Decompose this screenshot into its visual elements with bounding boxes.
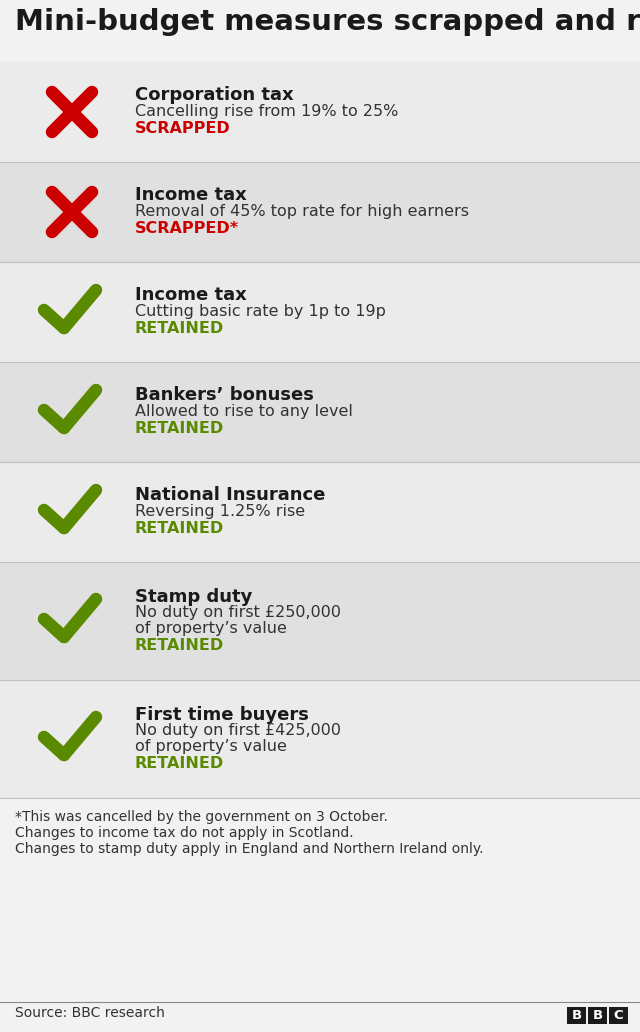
Bar xyxy=(0,362,640,462)
Text: Cancelling rise from 19% to 25%: Cancelling rise from 19% to 25% xyxy=(135,104,398,119)
Text: SCRAPPED*: SCRAPPED* xyxy=(135,221,239,236)
Text: SCRAPPED: SCRAPPED xyxy=(135,121,231,136)
Bar xyxy=(0,798,640,1032)
Text: C: C xyxy=(614,1009,623,1022)
Text: Bankers’ bonuses: Bankers’ bonuses xyxy=(135,386,314,404)
Text: RETAINED: RETAINED xyxy=(135,755,224,771)
Bar xyxy=(0,562,640,680)
Text: of property’s value: of property’s value xyxy=(135,620,287,636)
Bar xyxy=(0,162,640,262)
Bar xyxy=(0,462,640,562)
FancyBboxPatch shape xyxy=(588,1007,607,1024)
Text: National Insurance: National Insurance xyxy=(135,486,325,504)
Text: Changes to stamp duty apply in England and Northern Ireland only.: Changes to stamp duty apply in England a… xyxy=(15,842,483,856)
Text: Stamp duty: Stamp duty xyxy=(135,587,252,606)
Text: First time buyers: First time buyers xyxy=(135,706,309,723)
Text: No duty on first £425,000: No duty on first £425,000 xyxy=(135,723,341,739)
Text: of property’s value: of property’s value xyxy=(135,739,287,753)
FancyBboxPatch shape xyxy=(567,1007,586,1024)
Text: B: B xyxy=(593,1009,603,1022)
Text: Corporation tax: Corporation tax xyxy=(135,86,294,104)
Text: No duty on first £250,000: No duty on first £250,000 xyxy=(135,606,341,620)
Text: RETAINED: RETAINED xyxy=(135,421,224,436)
Text: RETAINED: RETAINED xyxy=(135,521,224,536)
Bar xyxy=(0,262,640,362)
Text: Source: BBC research: Source: BBC research xyxy=(15,1006,165,1020)
Text: B: B xyxy=(572,1009,582,1022)
Bar xyxy=(0,62,640,162)
Text: RETAINED: RETAINED xyxy=(135,638,224,652)
Text: *This was cancelled by the government on 3 October.: *This was cancelled by the government on… xyxy=(15,810,388,824)
Text: Cutting basic rate by 1p to 19p: Cutting basic rate by 1p to 19p xyxy=(135,304,386,319)
Text: RETAINED: RETAINED xyxy=(135,321,224,336)
Text: Allowed to rise to any level: Allowed to rise to any level xyxy=(135,404,353,419)
Text: Income tax: Income tax xyxy=(135,286,247,304)
Text: Income tax: Income tax xyxy=(135,186,247,204)
Text: Changes to income tax do not apply in Scotland.: Changes to income tax do not apply in Sc… xyxy=(15,826,354,840)
Bar xyxy=(0,680,640,798)
Text: Mini-budget measures scrapped and retained: Mini-budget measures scrapped and retain… xyxy=(15,8,640,36)
FancyBboxPatch shape xyxy=(609,1007,628,1024)
Text: Reversing 1.25% rise: Reversing 1.25% rise xyxy=(135,504,305,519)
Text: Removal of 45% top rate for high earners: Removal of 45% top rate for high earners xyxy=(135,204,469,219)
